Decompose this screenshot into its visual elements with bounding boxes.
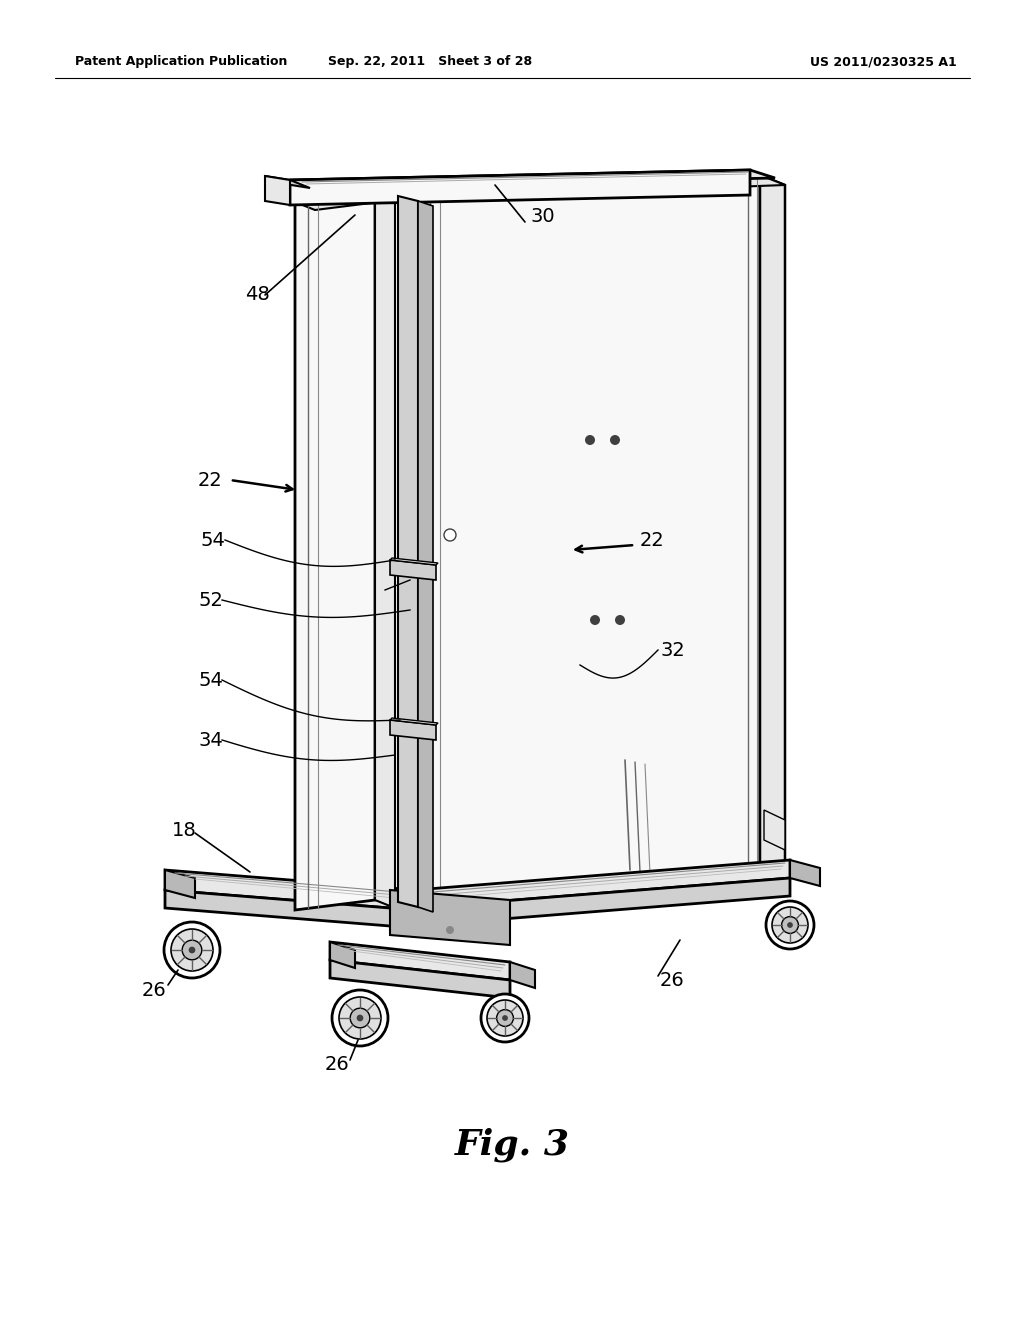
Circle shape <box>787 923 793 928</box>
Circle shape <box>444 529 456 541</box>
Polygon shape <box>760 176 785 878</box>
Polygon shape <box>390 718 438 725</box>
Text: 34: 34 <box>365 581 390 599</box>
Circle shape <box>772 907 808 942</box>
Polygon shape <box>390 719 436 741</box>
Circle shape <box>610 436 620 445</box>
Polygon shape <box>415 878 790 927</box>
Circle shape <box>781 916 799 933</box>
Text: 26: 26 <box>660 970 685 990</box>
Text: Patent Application Publication: Patent Application Publication <box>75 55 288 69</box>
Polygon shape <box>398 195 418 907</box>
Polygon shape <box>390 890 510 945</box>
Text: 32: 32 <box>660 640 685 660</box>
Polygon shape <box>415 176 760 900</box>
Text: 22: 22 <box>198 470 223 490</box>
Polygon shape <box>415 176 785 198</box>
Text: 54: 54 <box>200 531 225 549</box>
Polygon shape <box>415 861 790 908</box>
Circle shape <box>339 997 381 1039</box>
Polygon shape <box>265 176 310 187</box>
Circle shape <box>487 1001 523 1036</box>
Circle shape <box>164 921 220 978</box>
Polygon shape <box>330 960 510 998</box>
Polygon shape <box>418 201 433 912</box>
Circle shape <box>502 1015 508 1020</box>
Circle shape <box>350 1008 370 1028</box>
Circle shape <box>446 927 454 935</box>
Text: 18: 18 <box>172 821 197 840</box>
Polygon shape <box>764 810 785 850</box>
Circle shape <box>497 1010 513 1027</box>
Polygon shape <box>295 191 395 210</box>
Text: 22: 22 <box>640 531 665 549</box>
Circle shape <box>332 990 388 1045</box>
Circle shape <box>590 615 600 624</box>
Text: Sep. 22, 2011   Sheet 3 of 28: Sep. 22, 2011 Sheet 3 of 28 <box>328 55 532 69</box>
Text: 34: 34 <box>198 730 223 750</box>
Circle shape <box>171 929 213 972</box>
Polygon shape <box>295 191 375 909</box>
Circle shape <box>585 436 595 445</box>
Text: Fig. 3: Fig. 3 <box>455 1127 569 1162</box>
Circle shape <box>615 615 625 624</box>
Polygon shape <box>330 942 510 979</box>
Polygon shape <box>390 560 436 579</box>
Polygon shape <box>375 191 395 908</box>
Polygon shape <box>165 870 415 909</box>
Text: 48: 48 <box>245 285 269 305</box>
Polygon shape <box>330 942 355 968</box>
Polygon shape <box>290 170 750 205</box>
Polygon shape <box>790 861 820 886</box>
Circle shape <box>188 946 196 953</box>
Text: 52: 52 <box>198 590 223 610</box>
Text: 26: 26 <box>325 1056 350 1074</box>
Polygon shape <box>165 890 415 928</box>
Circle shape <box>182 940 202 960</box>
Polygon shape <box>390 558 438 565</box>
Polygon shape <box>265 176 290 205</box>
Polygon shape <box>510 962 535 987</box>
Circle shape <box>766 902 814 949</box>
Text: 54: 54 <box>198 671 223 689</box>
Circle shape <box>356 1015 364 1022</box>
Text: US 2011/0230325 A1: US 2011/0230325 A1 <box>810 55 956 69</box>
Circle shape <box>481 994 529 1041</box>
Polygon shape <box>165 870 195 898</box>
Text: 30: 30 <box>530 207 555 227</box>
Polygon shape <box>290 170 775 187</box>
Text: 26: 26 <box>142 981 167 999</box>
